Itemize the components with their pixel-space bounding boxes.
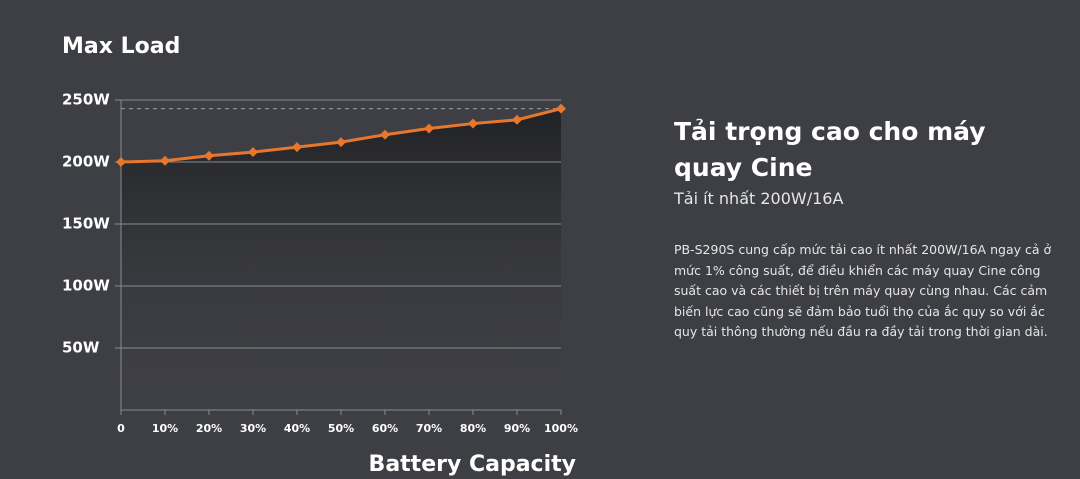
x-tick-label: 10% <box>152 422 178 435</box>
area-fill <box>121 108 561 411</box>
x-tick-label: 80% <box>460 422 486 435</box>
data-point <box>116 157 126 167</box>
x-tick-label: 0 <box>117 422 125 435</box>
data-point <box>248 147 258 158</box>
y-tick-label: 100W <box>62 277 110 295</box>
data-point <box>160 155 170 166</box>
x-tick-label: 60% <box>372 422 398 435</box>
data-point <box>292 142 302 153</box>
y-tick-label: 200W <box>62 153 110 171</box>
y-tick-label: 50W <box>62 339 100 357</box>
panel-title: Tải trọng cao cho máy quay Cine <box>674 117 986 182</box>
x-tick-label: 70% <box>416 422 442 435</box>
panel-body: PB-S290S cung cấp mức tải cao ít nhất 20… <box>674 242 1052 339</box>
x-tick-label: 50% <box>328 422 354 435</box>
x-tick-label: 20% <box>196 422 222 435</box>
data-point <box>204 150 214 161</box>
x-tick-label: 40% <box>284 422 310 435</box>
x-tick-label: 30% <box>240 422 266 435</box>
chart: Max Load Battery Capacity 50W 100W 150W 200… <box>62 34 578 477</box>
x-tick-label: 90% <box>504 422 530 435</box>
x-axis-label: Battery Capacity <box>369 452 576 477</box>
chart-title: Max Load <box>62 34 180 59</box>
y-tick-label: 150W <box>62 215 110 233</box>
x-tick-label: 100% <box>544 422 578 435</box>
y-tick-label: 250W <box>62 91 110 109</box>
data-point <box>424 123 434 134</box>
data-point <box>556 103 566 114</box>
panel-subtitle: Tải ít nhất 200W/16A <box>674 189 844 208</box>
data-point <box>336 137 346 148</box>
data-point <box>380 129 390 140</box>
data-point <box>512 114 522 125</box>
